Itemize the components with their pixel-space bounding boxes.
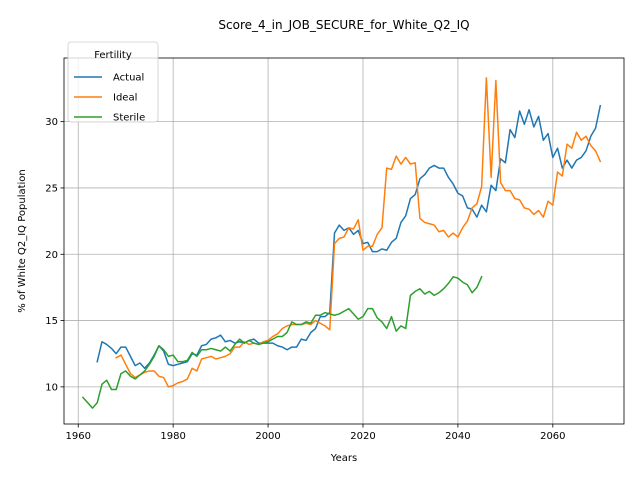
x-tick-label-5: 2060 [540, 431, 565, 442]
series-layer [81, 77, 602, 409]
chart-title: Score_4_in_JOB_SECURE_for_White_Q2_IQ [218, 18, 469, 32]
y-tick-label-0: 10 [45, 382, 58, 393]
y-tick-label-4: 30 [45, 117, 58, 128]
legend-label-actual: Actual [113, 73, 144, 84]
x-tick-label-2: 2000 [255, 431, 280, 442]
y-tick-label-2: 20 [45, 250, 58, 261]
legend-label-ideal: Ideal [113, 93, 137, 104]
series-line-sterile [81, 275, 483, 409]
y-tick-label-3: 25 [45, 183, 58, 194]
plot-frame [63, 57, 625, 425]
legend-box [67, 41, 159, 123]
x-tick-label-3: 2020 [350, 431, 375, 442]
legend-label-sterile: Sterile [113, 113, 145, 124]
series-line-ideal [115, 77, 602, 388]
y-axis-ticks: 10 15 20 25 30 [45, 117, 64, 393]
y-tick-label-1: 15 [45, 316, 58, 327]
legend: Fertility Actual Ideal Sterile [67, 41, 159, 124]
legend-entries: Actual Ideal Sterile [74, 73, 145, 124]
legend-title: Fertility [94, 50, 132, 61]
x-tick-label-1: 1980 [160, 431, 185, 442]
x-tick-label-0: 1960 [66, 431, 91, 442]
x-tick-label-4: 2040 [445, 431, 470, 442]
x-axis-label: Years [330, 453, 357, 464]
y-axis-label: % of White Q2_IQ Population [17, 169, 28, 313]
grid-lines [64, 58, 624, 424]
x-axis-ticks: 1960 1980 2000 2020 2040 2060 [66, 424, 566, 442]
